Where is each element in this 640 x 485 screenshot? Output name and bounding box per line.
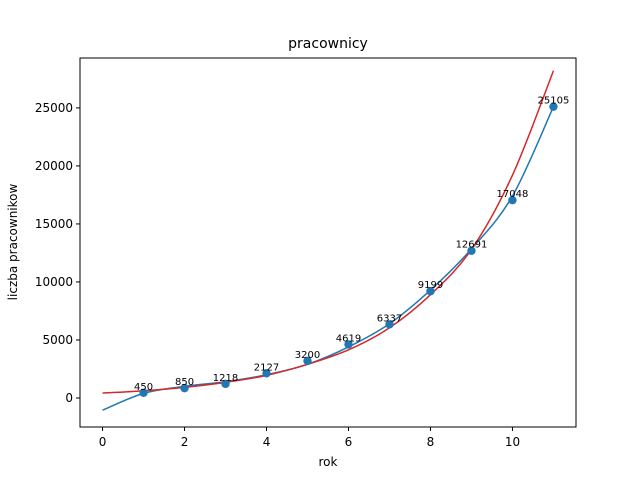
x-tick-label: 4 bbox=[263, 435, 271, 449]
y-tick-label: 10000 bbox=[35, 275, 73, 289]
data-point bbox=[262, 369, 271, 378]
y-tick-label: 25000 bbox=[35, 101, 73, 115]
data-point bbox=[139, 388, 148, 397]
plot-frame bbox=[79, 57, 577, 428]
data-label: 12691 bbox=[456, 240, 488, 251]
data-point bbox=[426, 287, 435, 296]
data-label: 25105 bbox=[538, 96, 570, 107]
data-label: 3200 bbox=[295, 350, 320, 361]
x-tick-label: 6 bbox=[345, 435, 353, 449]
data-label: 850 bbox=[175, 377, 194, 388]
data-point bbox=[221, 379, 230, 389]
x-tick-label: 2 bbox=[181, 435, 189, 449]
x-tick-label: 10 bbox=[505, 435, 520, 449]
data-point bbox=[303, 356, 312, 366]
data-label: 2127 bbox=[254, 362, 279, 373]
data-point bbox=[344, 340, 353, 349]
data-point bbox=[467, 246, 476, 255]
y-axis-label: liczba pracownikow bbox=[6, 184, 20, 301]
data-point bbox=[508, 195, 517, 205]
data-label: 17048 bbox=[497, 189, 529, 200]
data-label: 1218 bbox=[213, 373, 238, 384]
data-label: 450 bbox=[134, 382, 153, 393]
chart-title: pracownicy bbox=[288, 36, 368, 52]
y-tick-label: 15000 bbox=[35, 217, 73, 231]
data-point bbox=[549, 102, 558, 111]
y-tick-label: 5000 bbox=[42, 333, 73, 347]
x-tick-label: 8 bbox=[427, 435, 435, 449]
data-label: 4619 bbox=[336, 333, 361, 344]
data-point bbox=[385, 320, 394, 329]
x-axis-label: rok bbox=[319, 455, 338, 469]
y-tick-label: 0 bbox=[65, 391, 73, 405]
y-tick-label: 20000 bbox=[35, 159, 73, 173]
plot-area: 450 850 1218 2127 3200 4619 6337 9199 12691 17048… bbox=[102, 70, 570, 411]
data-label: 6337 bbox=[377, 313, 402, 324]
x-tick-label: 0 bbox=[99, 435, 107, 449]
x-axis: 0 2 4 6 8 10 bbox=[99, 427, 520, 449]
data-point bbox=[180, 383, 189, 393]
data-label: 9199 bbox=[418, 280, 443, 291]
y-axis: 0 5000 10000 15000 20000 25000 bbox=[35, 101, 80, 405]
